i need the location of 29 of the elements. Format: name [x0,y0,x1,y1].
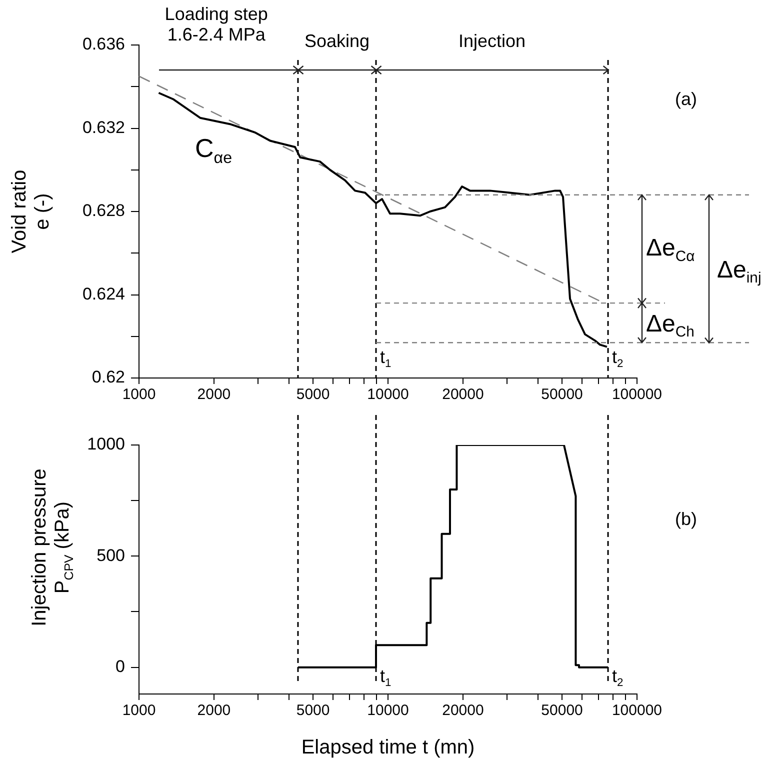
x-tick-label: 1000 [122,386,156,404]
text: (b) [675,508,697,529]
x-axis-title: Elapsed time t (mn) [301,736,475,759]
y-axis-title: Void ratio e (-) [8,170,54,254]
y-tick-label: 0.62 [92,368,125,387]
y-tick-label: 0 [116,657,125,676]
x-tick-label: 1000 [122,702,156,720]
y-tick-label: 0.636 [82,34,125,54]
x-tick-label: 10000 [367,702,409,720]
y-tick-label: 0.628 [82,201,125,220]
x-tick-label: 100000 [612,386,662,404]
x-tick-label: 20000 [442,702,484,720]
text: Loading step 1.6-2.4 MPa [164,4,268,45]
x-tick-label: 100000 [612,702,662,720]
y-tick-label: 0.632 [82,118,125,137]
x-tick-label: 50000 [541,702,583,720]
x-tick-label: 2000 [197,386,231,404]
x-tick-label: 5000 [296,702,330,720]
y-tick-label: 0.624 [82,284,125,304]
x-tick-label: 50000 [541,386,583,404]
x-tick-label: 2000 [197,702,231,720]
text: (a) [675,88,697,109]
annotation: Injection [458,30,526,51]
x-tick-label: 20000 [442,386,484,404]
annotation: Soaking [304,30,370,51]
x-tick-label: 10000 [367,386,409,404]
y-tick-label: 1000 [87,434,125,454]
y-tick-label: 500 [96,546,125,565]
x-tick-label: 5000 [296,386,330,404]
